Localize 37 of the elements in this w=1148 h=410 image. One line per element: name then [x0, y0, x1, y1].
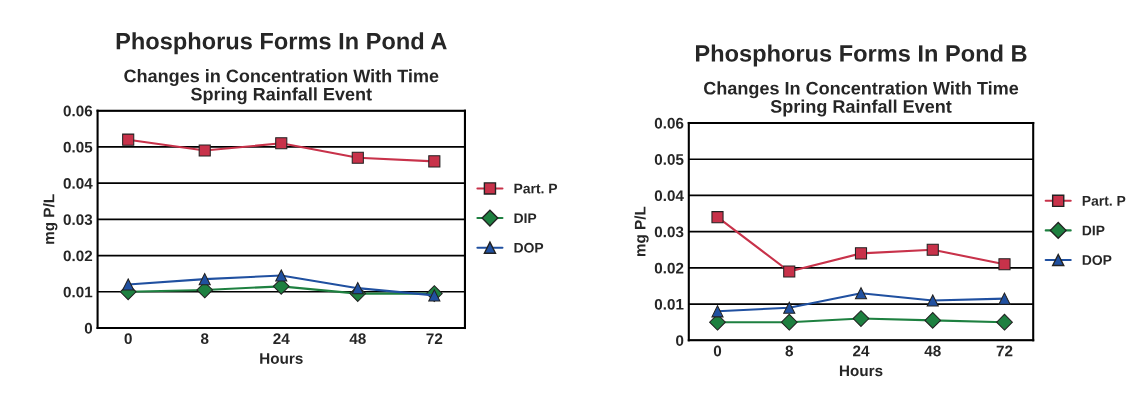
x-tick-label: 24: [853, 345, 870, 357]
y-tick-label: 0.03: [654, 226, 684, 238]
y-tick-label: 0.05: [654, 154, 684, 165]
legend-label: DOP: [514, 242, 544, 253]
x-tick-label: 48: [924, 345, 941, 357]
y-axis-title: mg P/L: [43, 194, 58, 244]
x-tick-label: 8: [200, 333, 209, 345]
y-tick-label: 0.06: [63, 105, 93, 117]
y-tick-label: 0: [84, 322, 93, 334]
chart-title: Phosphorus Forms In Pond A: [116, 32, 447, 55]
x-tick-label: 72: [996, 345, 1013, 357]
x-axis-title: Hours: [260, 353, 303, 364]
x-tick-label: 0: [713, 345, 722, 357]
chart-subtitle: Changes in Concentration With Time Spring Rainfall Event: [124, 69, 439, 105]
legend-label: Part. P: [514, 183, 558, 194]
x-tick-label: 0: [124, 333, 132, 345]
y-tick-label: 0.04: [654, 190, 684, 202]
x-tick-label: 48: [349, 333, 366, 345]
x-tick-label: 24: [273, 333, 290, 344]
y-tick-label: 0.02: [654, 262, 684, 274]
legend-label: DIP: [1082, 225, 1105, 236]
y-tick-label: 0.06: [654, 117, 684, 129]
legend-label: DIP: [514, 213, 537, 223]
legend-label: Part. P: [1082, 196, 1126, 206]
legend-label: DOP: [1082, 255, 1112, 265]
chart-title: Phosphorus Forms In Pond B: [696, 44, 1027, 67]
y-tick-label: 0.01: [654, 298, 684, 310]
y-tick-label: 0.05: [63, 141, 93, 153]
chart-subtitle: Changes In Concentration With Time Spring Rainfall Event: [704, 81, 1019, 117]
y-tick-label: 0.02: [63, 250, 93, 262]
x-tick-label: 72: [426, 333, 443, 344]
x-tick-label: 8: [785, 345, 794, 357]
y-tick-label: 0.03: [63, 214, 93, 226]
y-tick-label: 0.04: [63, 178, 93, 189]
y-tick-label: 0.01: [63, 286, 93, 298]
x-axis-title: Hours: [839, 365, 883, 377]
y-axis-title: mg P/L: [634, 206, 649, 257]
